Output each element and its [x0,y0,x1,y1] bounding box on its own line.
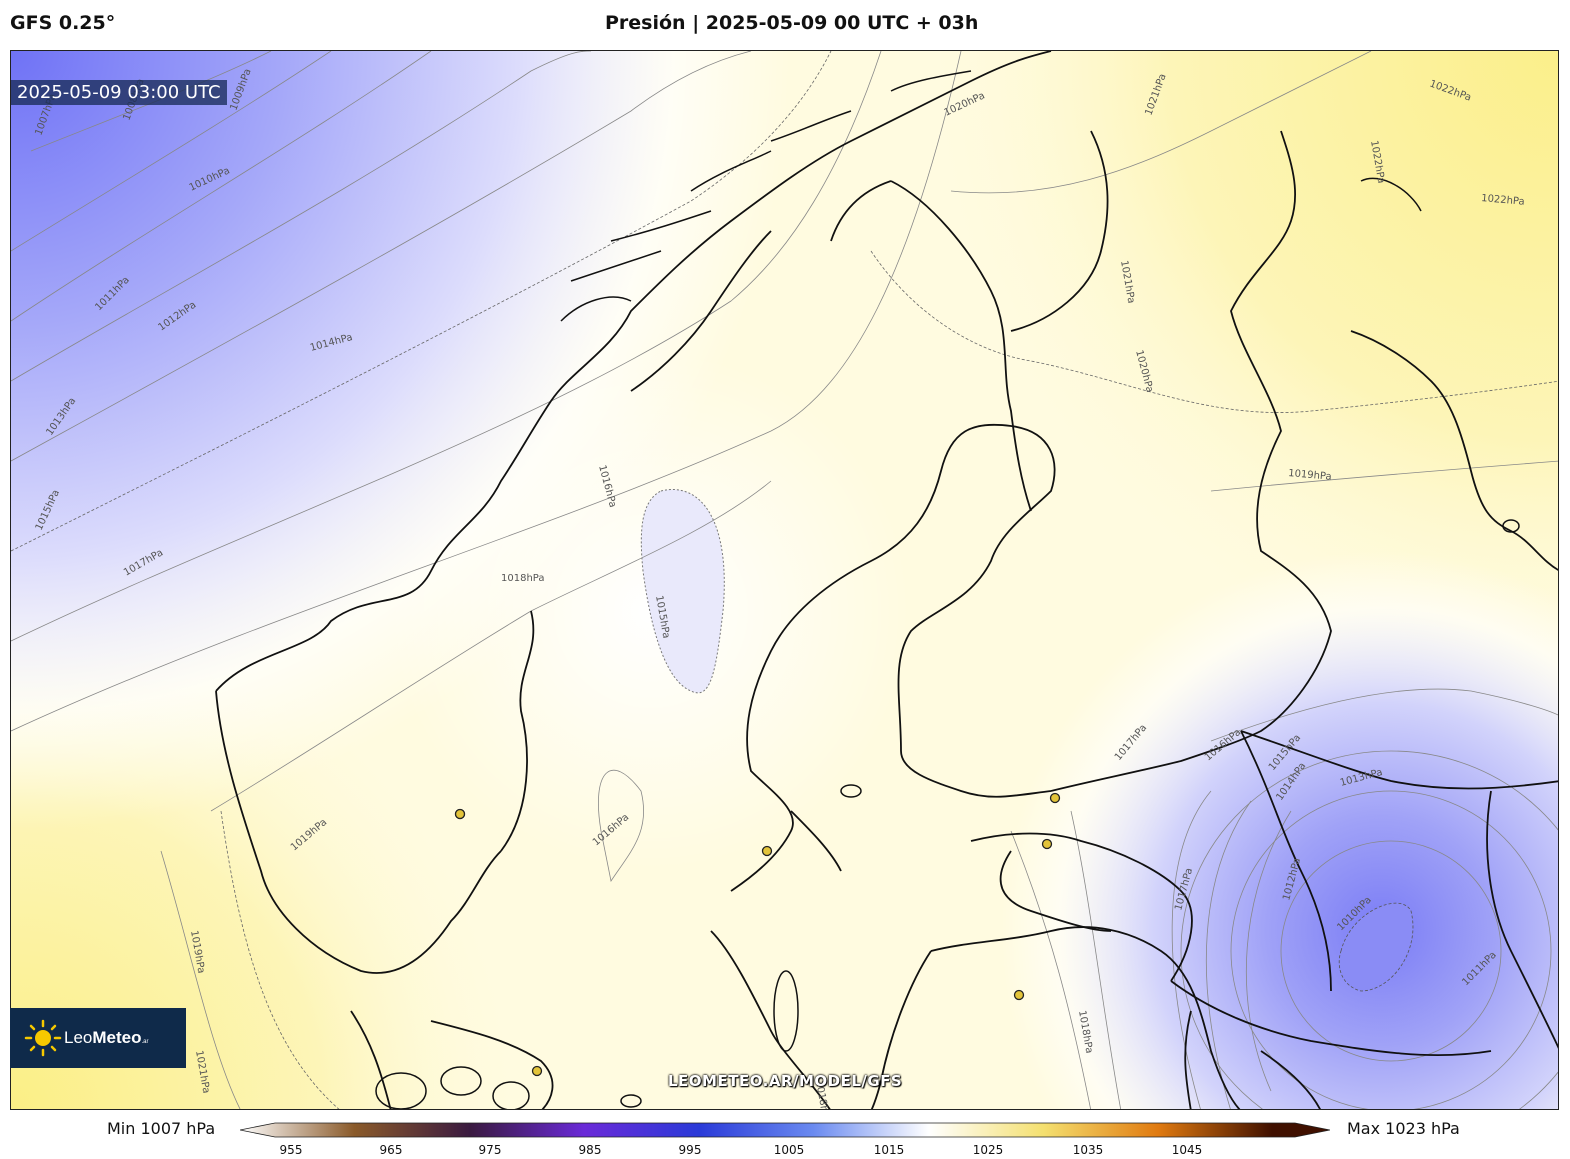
city-helsinki-marker[interactable] [1049,792,1061,804]
valid-time-badge: 2025-05-09 03:00 UTC [11,80,227,105]
sun-icon [24,1019,62,1057]
colorbar-tick: 1035 [1072,1143,1104,1157]
map-canvas: 1007hPa1008hPa1009hPa1010hPa1011hPa1012h… [11,51,1558,1109]
isobar-label: 1022hPa [1481,193,1525,208]
colorbar-bar [240,1122,1330,1138]
low-pocket-1015 [640,489,725,694]
colorbar-tick: 1045 [1171,1143,1203,1157]
islands [375,70,1520,1109]
logo-text-light: Leo [64,1028,93,1047]
colorbar-tick: 975 [478,1143,502,1157]
colorbar-tick: 1005 [773,1143,805,1157]
colorbar-tick: 985 [578,1143,602,1157]
city-bergen-marker[interactable] [454,808,466,820]
colorbar [240,1122,1330,1138]
colorbar-tick: 1025 [972,1143,1004,1157]
coastlines [215,51,1558,1109]
colorbar-max-label: Max 1023 hPa [1347,1119,1460,1138]
colorbar-tick: 1015 [873,1143,905,1157]
colorbar-tick: 995 [678,1143,702,1157]
logo-text-bold: Meteo [92,1028,142,1047]
source-watermark: LEOMETEO.AR/MODEL/GFS [668,1072,903,1090]
colorbar-min-label: Min 1007 hPa [107,1119,216,1138]
city-tallinn-marker[interactable] [1041,838,1053,850]
colorbar-tick: 955 [279,1143,303,1157]
model-label: GFS 0.25° [10,12,116,34]
city-riga-marker[interactable] [1013,989,1025,1001]
isobar-label: 1019hPa [1288,468,1332,483]
isobars [11,51,1558,1109]
cities [454,792,1061,1077]
city-stockholm-marker[interactable] [761,845,773,857]
colorbar-tick: 965 [379,1143,403,1157]
leometeo-logo: Leo Meteo .ar [10,1008,186,1068]
isobar-label: 1018hPa [501,573,545,584]
logo-text-suffix: .ar [141,1039,149,1045]
city-copenhagen-marker[interactable] [531,1065,543,1077]
chart-title: Presión | 2025-05-09 00 UTC + 03h [605,12,979,34]
pressure-map[interactable]: 1007hPa1008hPa1009hPa1010hPa1011hPa1012h… [10,50,1559,1110]
